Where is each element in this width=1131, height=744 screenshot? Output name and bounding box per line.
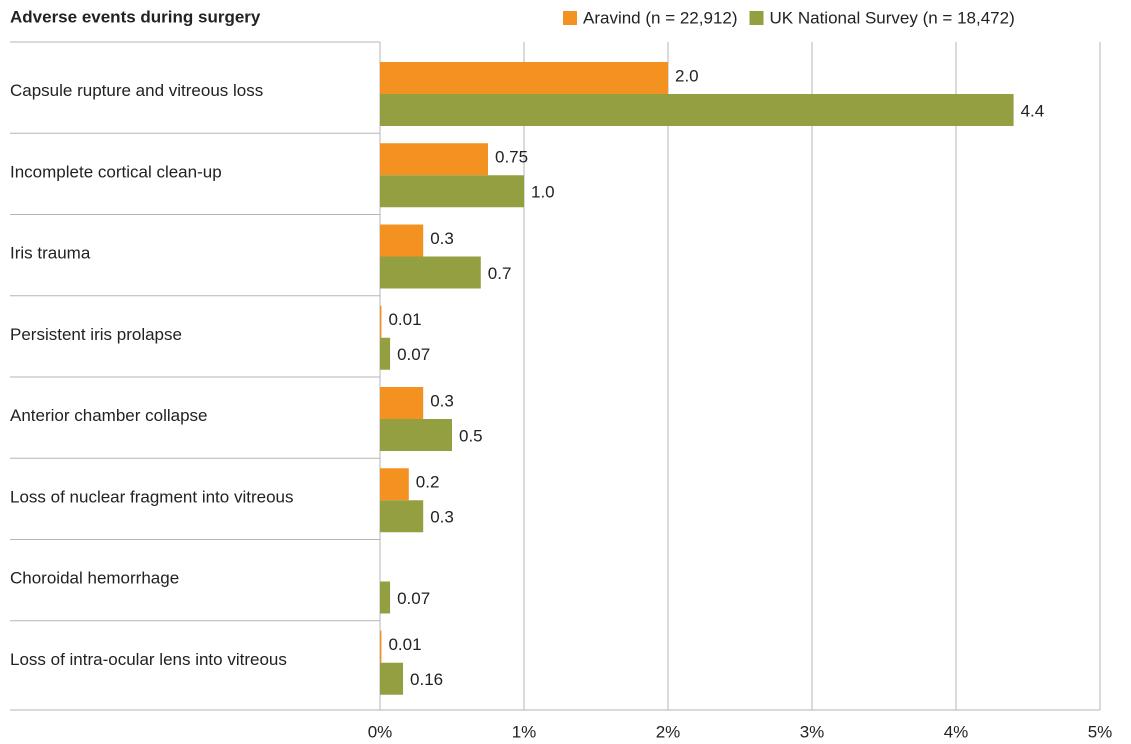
value-label: 0.3 (430, 391, 454, 410)
y-tick-label: Loss of intra-ocular lens into vitreous (10, 650, 287, 669)
bar (380, 337, 391, 370)
x-tick-label: 5% (1088, 722, 1113, 741)
value-label: 0.3 (430, 508, 454, 527)
value-label: 0.07 (397, 345, 430, 364)
bar (380, 62, 668, 94)
bar (380, 468, 409, 501)
value-label: 0.2 (416, 473, 440, 492)
value-label: 1.0 (531, 183, 555, 202)
value-label: 0.5 (459, 426, 483, 445)
x-tick-label: 3% (800, 722, 825, 741)
bar (380, 305, 382, 338)
x-tick-label: 2% (656, 722, 681, 741)
y-tick-label: Capsule rupture and vitreous loss (10, 81, 263, 100)
bar (380, 662, 404, 695)
y-tick-label: Iris trauma (10, 244, 91, 263)
x-tick-label: 1% (512, 722, 537, 741)
value-label: 0.01 (388, 310, 421, 329)
value-label: 2.0 (675, 66, 699, 85)
value-label: 4.4 (1021, 101, 1045, 120)
y-tick-label: Anterior chamber collapse (10, 406, 207, 425)
bar (380, 94, 1014, 126)
bar (380, 419, 452, 451)
x-tick-label: 0% (368, 722, 393, 741)
legend-label: Aravind (n = 22,912) (583, 8, 738, 27)
bar (380, 175, 524, 208)
y-tick-label: Incomplete cortical clean-up (10, 162, 222, 181)
bar (380, 630, 382, 663)
value-label: 0.07 (397, 589, 430, 608)
y-tick-label: Persistent iris prolapse (10, 325, 182, 344)
bar (380, 387, 424, 419)
value-label: 0.7 (488, 264, 512, 283)
bar (380, 500, 424, 533)
y-tick-label: Choroidal hemorrhage (10, 569, 179, 588)
legend-swatch (563, 11, 577, 25)
value-label: 0.3 (430, 229, 454, 248)
bar (380, 143, 488, 176)
legend-swatch (749, 11, 764, 25)
bar (380, 581, 391, 614)
bar (380, 256, 481, 289)
legend-label: UK National Survey (n = 18,472) (770, 8, 1015, 27)
y-tick-label: Loss of nuclear fragment into vitreous (10, 487, 293, 506)
bar (380, 224, 424, 257)
value-label: 0.75 (495, 148, 528, 167)
value-label: 0.01 (388, 635, 421, 654)
chart-title: Adverse events during surgery (10, 7, 261, 26)
value-label: 0.16 (410, 670, 443, 689)
x-tick-label: 4% (944, 722, 969, 741)
